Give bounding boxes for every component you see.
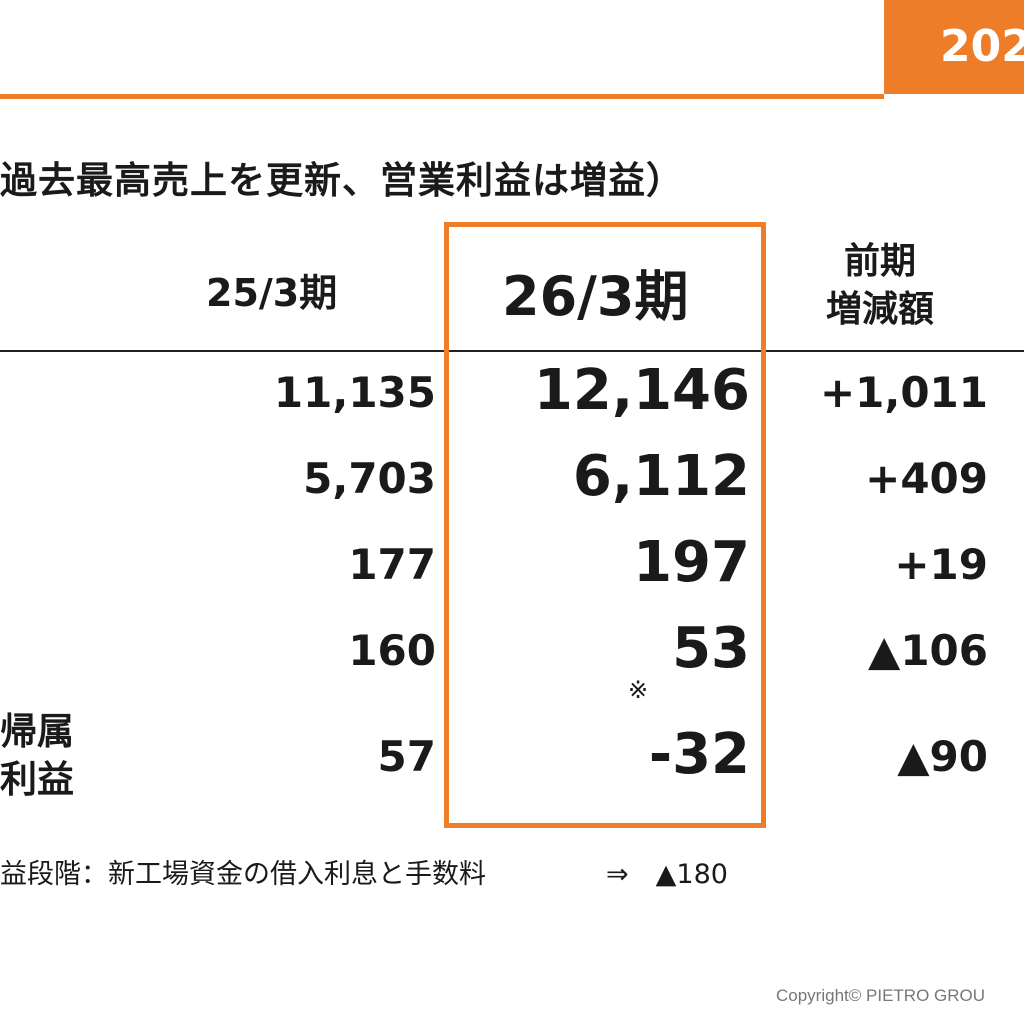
footnote: 益段階：新工場資金の借入利息と手数料	[0, 859, 486, 890]
year-tab: 202	[884, 0, 1024, 94]
column-header-curr: 26/3期	[502, 265, 689, 328]
header-divider	[0, 350, 1024, 352]
row-5-curr: -32	[648, 722, 750, 787]
column-header-diff: 前期 増減額	[825, 241, 934, 330]
row-3-prev: 177	[348, 540, 436, 589]
row-1-prev: 11,135	[273, 368, 436, 417]
row-3-curr: 197	[633, 530, 750, 595]
top-accent-rule	[0, 94, 884, 99]
copyright: Copyright© PIETRO GROU	[776, 986, 986, 1005]
year-label: 202	[940, 21, 1024, 72]
row-2-diff: +409	[865, 454, 988, 503]
row-1-diff: +1,011	[819, 368, 988, 417]
row-4-curr: 53	[672, 616, 750, 681]
row-4-prev: 160	[348, 626, 436, 675]
row-3-diff: +19	[894, 540, 988, 589]
row-5-diff: ▲90	[897, 732, 988, 781]
row-1-curr: 12,146	[533, 358, 750, 423]
row-5-label: 帰属 利益	[0, 710, 74, 801]
row-2-prev: 5,703	[303, 454, 436, 503]
row-2-curr: 6,112	[572, 444, 750, 509]
footnote-value: ⇒ ▲180	[606, 859, 728, 890]
row-5-prev: 57	[377, 732, 436, 781]
column-header-prev: 25/3期	[206, 271, 338, 315]
headline: 過去最高売上を更新、営業利益は増益）	[0, 159, 684, 202]
note-mark: ※	[628, 676, 649, 704]
current-period-highlight	[444, 222, 766, 828]
row-4-diff: ▲106	[868, 626, 988, 675]
